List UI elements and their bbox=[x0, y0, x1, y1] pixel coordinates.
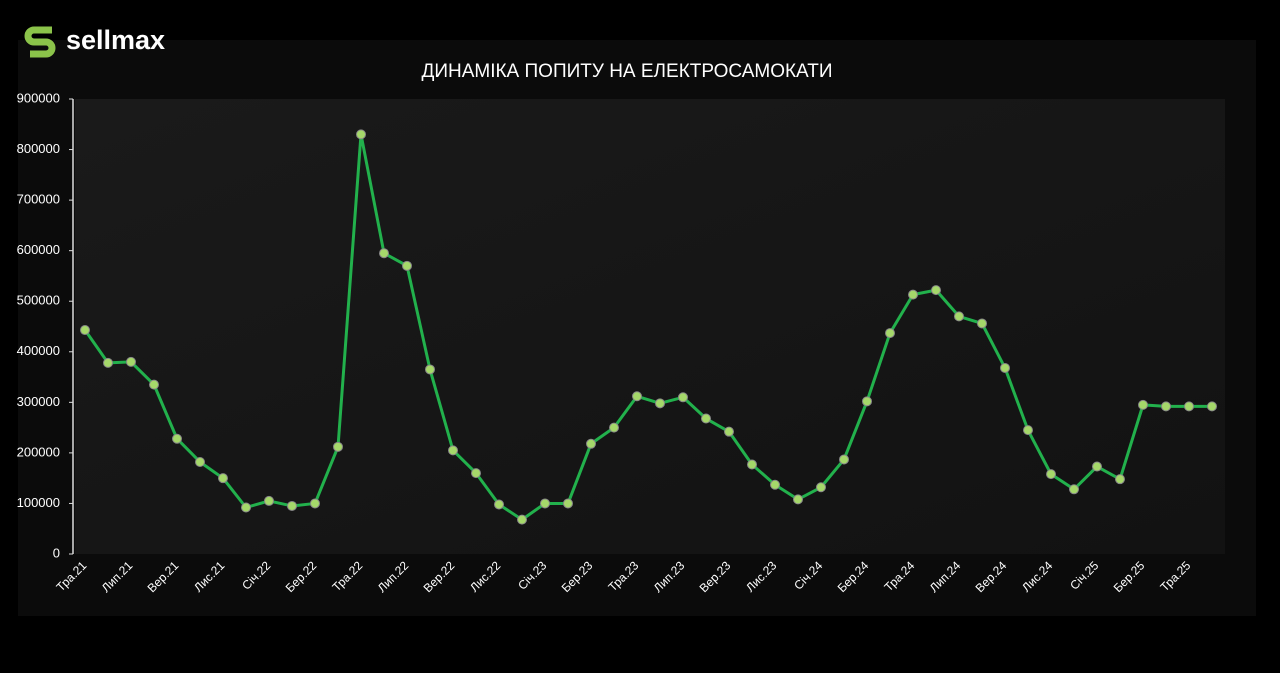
marker bbox=[862, 396, 872, 407]
marker bbox=[1069, 484, 1079, 495]
marker bbox=[931, 285, 941, 296]
marker bbox=[747, 459, 757, 470]
plot-area bbox=[75, 99, 1225, 554]
marker bbox=[333, 441, 343, 452]
y-tick-label: 400000 bbox=[17, 343, 60, 358]
marker bbox=[356, 129, 366, 140]
marker bbox=[218, 473, 228, 484]
marker bbox=[1000, 362, 1010, 373]
marker bbox=[287, 500, 297, 511]
marker bbox=[609, 422, 619, 433]
marker bbox=[724, 426, 734, 437]
marker bbox=[885, 328, 895, 339]
marker bbox=[954, 311, 964, 322]
marker bbox=[793, 494, 803, 505]
marker bbox=[701, 413, 711, 424]
marker bbox=[1115, 474, 1125, 485]
marker bbox=[632, 391, 642, 402]
y-tick-label: 200000 bbox=[17, 444, 60, 459]
marker bbox=[103, 357, 113, 368]
chart-title: ДИНАМІКА ПОПИТУ НА ЕЛЕКТРОСАМОКАТИ bbox=[421, 61, 832, 82]
y-tick-label: 0 bbox=[53, 545, 60, 560]
marker bbox=[1023, 425, 1033, 436]
marker bbox=[241, 502, 251, 513]
brand-name: sellmax bbox=[66, 25, 165, 55]
marker bbox=[471, 468, 481, 479]
y-tick-label: 300000 bbox=[17, 394, 60, 409]
marker bbox=[172, 433, 182, 444]
marker bbox=[839, 454, 849, 465]
marker bbox=[195, 456, 205, 467]
marker bbox=[540, 498, 550, 509]
logo: sellmax bbox=[24, 25, 165, 58]
marker bbox=[1092, 461, 1102, 472]
marker bbox=[425, 364, 435, 375]
y-tick-label: 900000 bbox=[17, 90, 60, 105]
marker bbox=[586, 438, 596, 449]
marker bbox=[1161, 401, 1171, 412]
marker bbox=[563, 498, 573, 509]
marker bbox=[264, 495, 274, 506]
marker bbox=[655, 398, 665, 409]
marker bbox=[1138, 399, 1148, 410]
y-tick-label: 700000 bbox=[17, 192, 60, 207]
marker bbox=[126, 356, 136, 367]
marker bbox=[770, 479, 780, 490]
y-tick-label: 600000 bbox=[17, 242, 60, 257]
y-tick-label: 500000 bbox=[17, 293, 60, 308]
marker bbox=[379, 248, 389, 259]
y-tick-label: 100000 bbox=[17, 495, 60, 510]
marker bbox=[908, 289, 918, 300]
marker bbox=[816, 482, 826, 493]
marker bbox=[310, 498, 320, 509]
marker bbox=[80, 325, 90, 336]
y-tick-label: 800000 bbox=[17, 141, 60, 156]
marker bbox=[1184, 401, 1194, 412]
marker bbox=[1207, 401, 1217, 412]
marker bbox=[448, 445, 458, 456]
marker bbox=[149, 379, 159, 390]
logo-icon bbox=[24, 26, 56, 58]
marker bbox=[678, 392, 688, 403]
marker bbox=[977, 318, 987, 329]
marker bbox=[402, 260, 412, 271]
marker bbox=[494, 499, 504, 510]
marker bbox=[1046, 469, 1056, 480]
marker bbox=[517, 514, 527, 525]
